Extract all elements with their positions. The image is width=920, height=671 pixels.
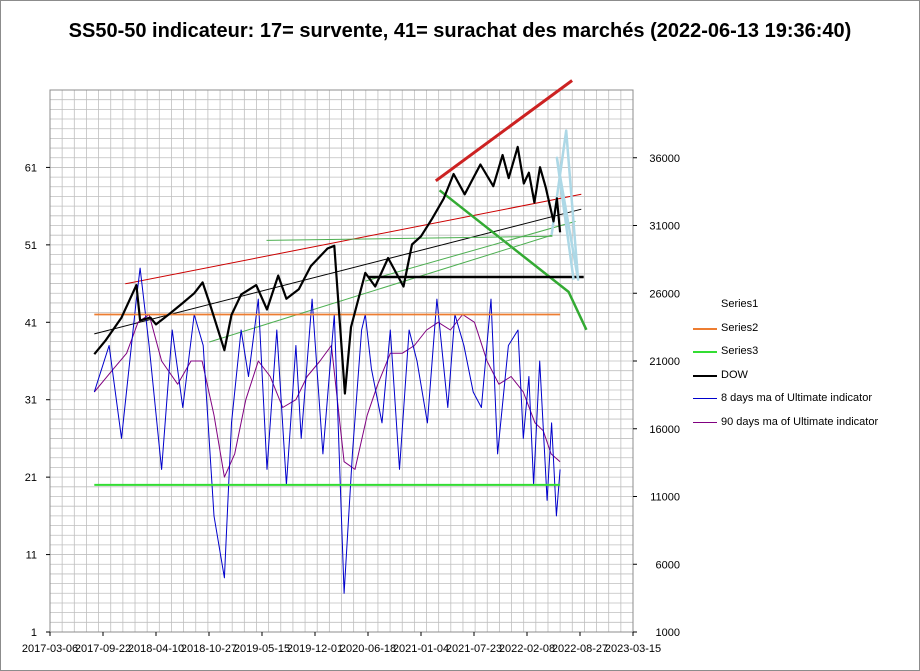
legend-item-series3: Series3: [693, 345, 915, 369]
x-tick-label: 2017-03-06: [22, 643, 78, 655]
x-tick-label: 2018-04-10: [128, 643, 184, 655]
legend-label-series1: Series1: [721, 298, 759, 310]
legend-label-ma8: 8 days ma of Ultimate indicator: [721, 392, 873, 404]
chart-title: SS50-50 indicateur: 17= survente, 41= su…: [68, 20, 852, 42]
legend-swatch-ma8: [693, 398, 717, 399]
legend-swatch-series2: [693, 327, 717, 330]
legend-label-series3: Series3: [721, 345, 759, 357]
y-right-tick-label: 31000: [649, 221, 680, 233]
x-tick-label: 2020-06-18: [340, 643, 396, 655]
trend-line: [94, 208, 582, 335]
legend-item-dow: DOW: [693, 369, 915, 393]
y-left-tick-label: 61: [25, 162, 37, 174]
trend-line: [209, 234, 553, 343]
legend-label-series2: Series2: [721, 321, 759, 334]
y-left-tick-label: 41: [25, 317, 37, 329]
trend-line: [266, 235, 553, 241]
y-left-tick-label: 51: [25, 240, 37, 252]
x-tick-label: 2018-10-27: [181, 643, 237, 655]
legend-swatch-series1: [693, 304, 717, 306]
series-line-3: [93, 145, 562, 395]
y-left-tick-label: 31: [25, 395, 37, 407]
x-tick-label: 2023-03-15: [605, 643, 661, 655]
y-right-tick-label: 11000: [650, 492, 680, 504]
x-tick-label: 2021-07-23: [446, 643, 502, 655]
x-tick-label: 2021-01-04: [393, 643, 449, 655]
y-right-tick-label: 1000: [656, 627, 680, 639]
y-right-tick-label: 21000: [649, 356, 680, 368]
trend-line: [438, 189, 588, 331]
legend-item-ma90: 90 days ma of Ultimate indicator: [693, 416, 915, 440]
y-right-tick-label: 36000: [649, 153, 680, 165]
legend-label-ma90: 90 days ma of Ultimate indicator: [721, 415, 879, 428]
y-left-tick-label: 1: [31, 627, 37, 639]
legend-swatch-series3: [693, 351, 717, 353]
chart-legend: Series1 Series2 Series3 DOW 8 days ma of…: [693, 298, 915, 439]
legend-swatch-dow: [693, 374, 717, 377]
x-tick-label: 2022-08-27: [552, 643, 608, 655]
x-tick-label: 2022-02-08: [499, 643, 555, 655]
legend-item-series2: Series2: [693, 322, 915, 346]
legend-swatch-ma90: [693, 421, 717, 423]
y-left-tick-label: 11: [26, 550, 37, 562]
y-left-tick-label: 21: [25, 472, 37, 484]
series-line-4: [93, 267, 561, 594]
legend-label-dow: DOW: [721, 368, 748, 381]
y-right-tick-label: 16000: [649, 424, 680, 436]
trend-line: [434, 79, 573, 183]
x-tick-label: 2017-09-22: [75, 643, 131, 655]
legend-item-ma8: 8 days ma of Ultimate indicator: [693, 392, 915, 416]
x-tick-label: 2019-12-01: [287, 643, 343, 655]
trend-line: [550, 129, 580, 281]
y-right-tick-label: 6000: [656, 559, 680, 571]
trend-line: [365, 220, 576, 282]
legend-item-series1: Series1: [693, 298, 915, 322]
x-tick-label: 2019-05-15: [234, 643, 290, 655]
y-right-tick-label: 26000: [649, 288, 680, 300]
